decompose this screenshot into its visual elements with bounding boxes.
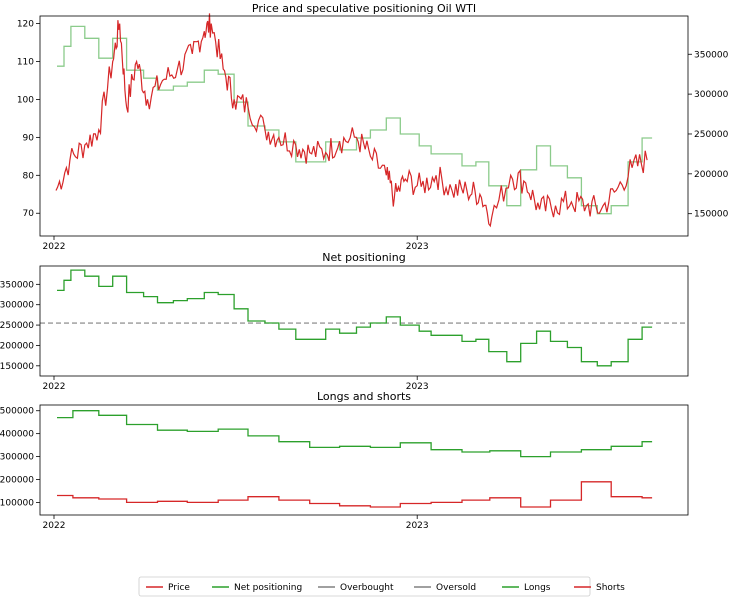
chart-title-net: Net positioning: [322, 251, 405, 264]
y2-tick-label: 300000: [694, 90, 729, 100]
x-tick-label: 2023: [406, 382, 429, 392]
x-tick-label: 2022: [43, 242, 66, 252]
y-tick-label: 300000: [0, 453, 34, 463]
y-tick-label: 120: [17, 20, 34, 30]
y-tick-label: 100: [17, 95, 34, 105]
plot-frame-net: [39, 265, 689, 377]
y-tick-label: 110: [17, 58, 34, 68]
y-tick-label: 300000: [0, 301, 34, 311]
y-tick-label: 90: [23, 133, 35, 143]
plot-frame-longs-shorts: [39, 404, 689, 516]
series-line-net-positioning-overlay: [57, 25, 653, 215]
legend-label: Shorts: [596, 583, 625, 593]
x-tick-label: 2023: [406, 521, 429, 531]
y2-tick-label: 200000: [694, 170, 729, 180]
legend-label: Oversold: [436, 583, 476, 593]
y2-tick-label: 250000: [694, 130, 729, 140]
plot-frame-price: [39, 15, 689, 237]
series-line-net-positioning: [57, 269, 653, 367]
x-tick-label: 2022: [43, 521, 66, 531]
y-tick-label: 200000: [0, 475, 34, 485]
y-tick-label: 80: [23, 171, 35, 181]
legend-label: Net positioning: [234, 583, 302, 593]
y2-tick-label: 350000: [694, 50, 729, 60]
y2-tick-label: 150000: [694, 210, 729, 220]
y-tick-label: 70: [23, 209, 35, 219]
y-tick-label: 100000: [0, 498, 34, 508]
series-line-shorts: [57, 481, 653, 508]
panel-longs-shorts: Longs and shorts 100000 200000 300000 40000…: [0, 390, 689, 531]
panel-price: Price and speculative positioning Oil WT…: [17, 2, 729, 252]
panel-net-positioning: Net positioning 150000 200000 250000 300000…: [0, 251, 689, 392]
legend-label: Overbought: [340, 583, 394, 593]
legend: Price Net positioning Overbought Oversold Lo…: [138, 576, 625, 597]
y-tick-label: 500000: [0, 407, 34, 417]
legend-label: Longs: [524, 583, 551, 593]
y-tick-label: 150000: [0, 362, 34, 372]
chart-title-longs-shorts: Longs and shorts: [317, 390, 411, 403]
chart-title-price: Price and speculative positioning Oil WT…: [252, 2, 476, 15]
x-tick-label: 2023: [406, 242, 429, 252]
y-tick-label: 250000: [0, 321, 34, 331]
series-line-longs: [57, 410, 653, 458]
y-tick-label: 350000: [0, 280, 34, 290]
x-tick-label: 2022: [43, 382, 66, 392]
series-line-price: [55, 13, 648, 228]
legend-label: Price: [168, 583, 190, 593]
y-tick-label: 200000: [0, 341, 34, 351]
y-tick-label: 400000: [0, 430, 34, 440]
